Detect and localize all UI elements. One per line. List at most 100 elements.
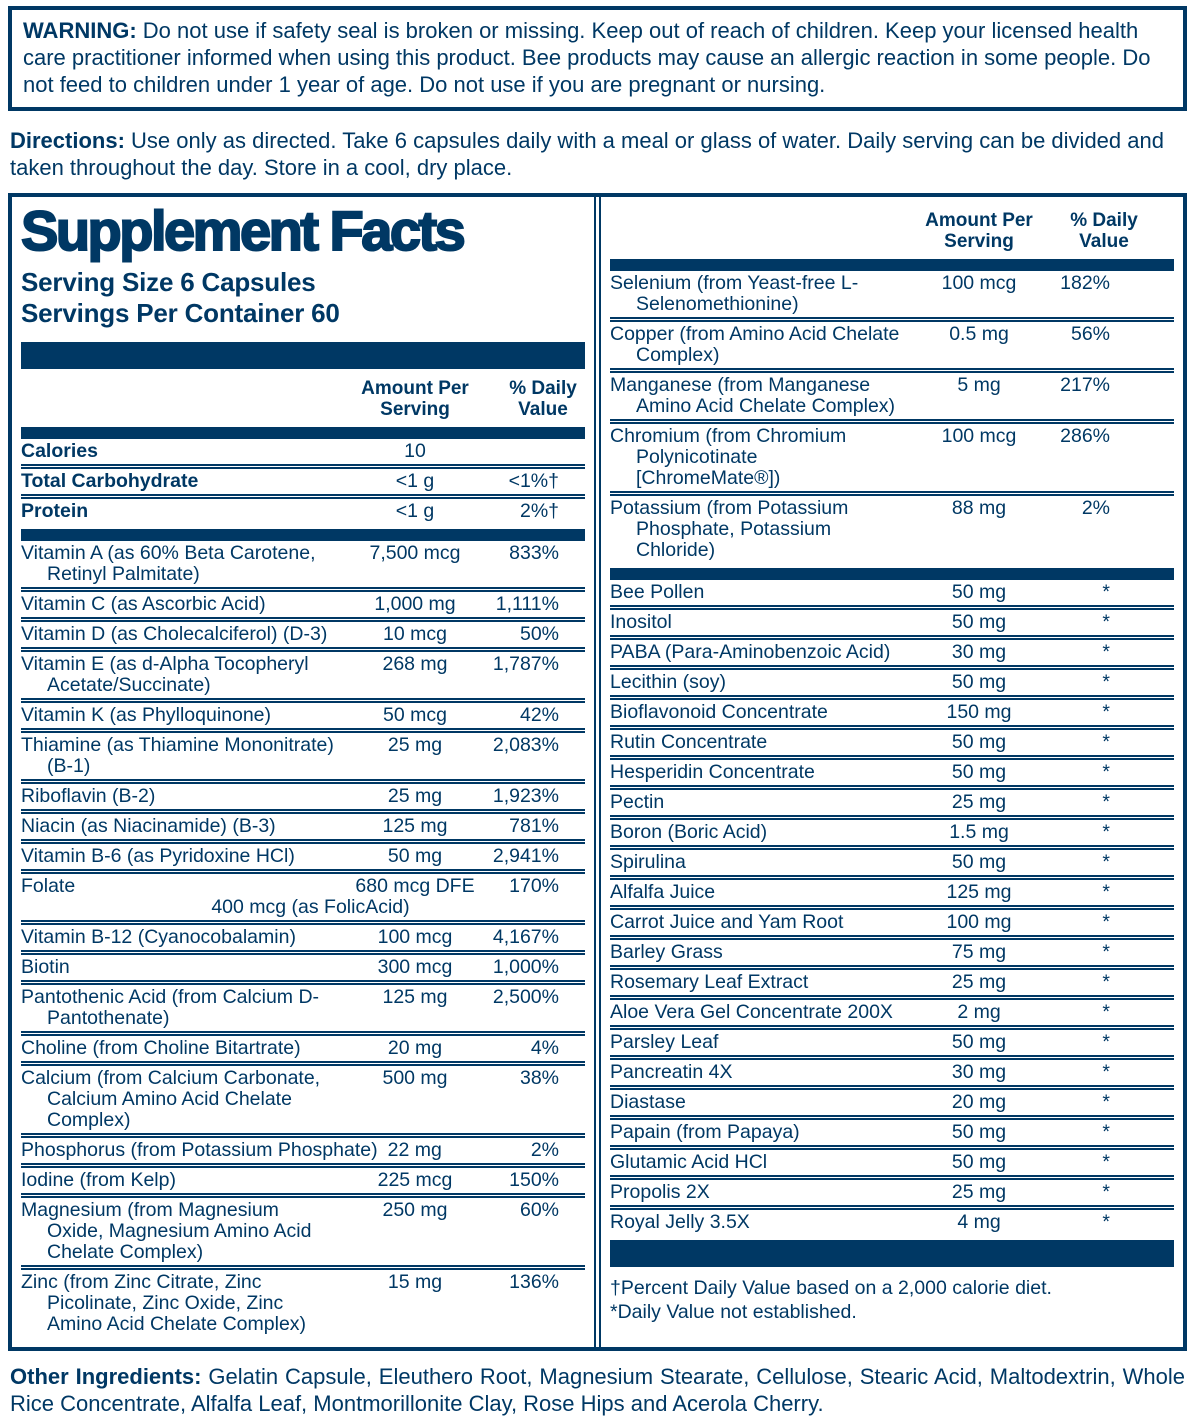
nutrient-name: Thiamine (as Thiamine Mononitrate) (B-1) (21, 734, 334, 777)
nutrient-amount: 50 mg (951, 761, 1007, 783)
nutrient-amount: 50 mg (951, 1031, 1007, 1053)
nutrient-daily-value: 833% (509, 542, 559, 564)
nutrient-amount: 25 mg (951, 791, 1007, 813)
nutrient-row: Boron (Boric Acid) 1.5 mg * (610, 815, 1174, 845)
nutrient-amount: 100 mg (946, 911, 1012, 933)
footnote-daily-value: †Percent Daily Value based on a 2,000 ca… (610, 1277, 1052, 1299)
divider-bar (610, 259, 1174, 271)
nutrient-daily-value: 781% (509, 815, 559, 837)
column-headers-right: Amount Per Serving % Daily Value (610, 201, 1174, 259)
nutrient-amount: 1.5 mg (949, 821, 1009, 843)
nutrient-daily-value: 2,500% (492, 986, 559, 1008)
nutrient-daily-value: * (1102, 1061, 1110, 1083)
nutrient-name: Calcium (from Calcium Carbonate, Calcium… (21, 1067, 321, 1131)
nutrient-name: Total Carbohydrate (21, 470, 199, 492)
nutrient-amount: <1 g (395, 470, 435, 492)
nutrient-amount: 25 mg (951, 971, 1007, 993)
nutrient-row: Propolis 2X 25 mg * (610, 1175, 1174, 1205)
nutrient-row: Bee Pollen 50 mg * (610, 580, 1174, 605)
nutrient-amount: 15 mg (387, 1271, 443, 1293)
facts-right-column: Amount Per Serving % Daily Value Seleniu… (594, 197, 1183, 1347)
nutrient-daily-value: * (1102, 1121, 1110, 1143)
nutrient-name: Pantothenic Acid (from Calcium D-Pantoth… (21, 986, 320, 1029)
nutrient-row: Iodine (from Kelp) 225 mcg 150% (21, 1163, 585, 1193)
nutrient-amount: 225 mcg (377, 1169, 453, 1191)
nutrient-row: Rutin Concentrate 50 mg * (610, 725, 1174, 755)
nutrient-row: Parsley Leaf 50 mg * (610, 1025, 1174, 1055)
nutrient-name: Selenium (from Yeast-free L-Selenomethio… (610, 272, 859, 315)
nutrient-name: Folate (21, 875, 76, 897)
amount-per-serving-header: Amount Per Serving (361, 378, 469, 420)
nutrient-daily-value: 50% (519, 623, 559, 645)
nutrient-amount: 125 mg (382, 986, 448, 1008)
nutrient-amount: 50 mg (951, 731, 1007, 753)
nutrient-daily-value: 42% (519, 704, 559, 726)
nutrient-amount: 50 mg (951, 851, 1007, 873)
nutrient-daily-value: 217% (1060, 374, 1110, 396)
nutrient-name: Magnesium (from Magnesium Oxide, Magnesi… (21, 1199, 312, 1263)
nutrient-row: Vitamin B-12 (Cyanocobalamin) 100 mcg 4,16… (21, 920, 585, 950)
nutrient-daily-value: * (1102, 821, 1110, 843)
nutrient-daily-value: 56% (1070, 323, 1110, 345)
nutrient-daily-value: * (1102, 1211, 1110, 1233)
nutrient-amount: 5 mg (957, 374, 1001, 396)
nutrient-row: Barley Grass 75 mg * (610, 935, 1174, 965)
panel-title: Supplement Facts (20, 199, 467, 262)
nutrient-amount: 50 mg (951, 1151, 1007, 1173)
other-ingredients-label: Other Ingredients: (10, 1364, 202, 1389)
nutrient-row: Hesperidin Concentrate 50 mg * (610, 755, 1174, 785)
nutrient-row: Niacin (as Niacinamide) (B-3) 125 mg 781% (21, 809, 585, 839)
right-botanical-rows: Bee Pollen 50 mg * Inositol 50 mg * PABA (Para… (610, 580, 1174, 1235)
nutrient-amount: 25 mg (387, 785, 443, 807)
nutrient-name: Carrot Juice and Yam Root (610, 911, 844, 933)
nutrient-row: Inositol 50 mg * (610, 605, 1174, 635)
nutrient-name: Papain (from Papaya) (610, 1121, 800, 1143)
nutrient-name: Propolis 2X (610, 1181, 710, 1203)
nutrient-daily-value: 2,083% (492, 734, 559, 756)
nutrient-name: Vitamin D (as Cholecalciferol) (D-3) (21, 623, 328, 645)
nutrient-amount: 50 mg (951, 671, 1007, 693)
nutrient-amount: 500 mg (382, 1067, 448, 1089)
nutrient-row: Diastase 20 mg * (610, 1085, 1174, 1115)
directions-label: Directions: (10, 128, 125, 153)
warning-text: Do not use if safety seal is broken or m… (23, 18, 1151, 97)
nutrient-name: Glutamic Acid HCl (610, 1151, 768, 1173)
divider-bar (610, 568, 1174, 580)
other-ingredients: Other Ingredients: Gelatin Capsule, Eleu… (10, 1363, 1185, 1417)
nutrient-daily-value: 4,167% (492, 926, 559, 948)
nutrient-name: Vitamin B-12 (Cyanocobalamin) (21, 926, 296, 948)
nutrient-name: Manganese (from Manganese Amino Acid Che… (610, 374, 896, 417)
nutrient-name: Hesperidin Concentrate (610, 761, 815, 783)
nutrient-daily-value: * (1102, 1091, 1110, 1113)
nutrient-amount: 75 mg (951, 941, 1007, 963)
nutrient-daily-value: 170% (509, 875, 559, 897)
column-headers-left: Amount Per Serving % Daily Value (21, 369, 585, 427)
nutrient-row: Carrot Juice and Yam Root 100 mg * (610, 905, 1174, 935)
right-mineral-rows: Selenium (from Yeast-free L-Selenomethio… (610, 271, 1174, 563)
nutrient-name: Pancreatin 4X (610, 1061, 733, 1083)
nutrient-daily-value: * (1102, 581, 1110, 603)
nutrient-daily-value: 1,000% (492, 956, 559, 978)
nutrient-daily-value: * (1102, 701, 1110, 723)
nutrient-daily-value: * (1102, 911, 1110, 933)
nutrient-row: Spirulina 50 mg * (610, 845, 1174, 875)
nutrient-daily-value: * (1102, 941, 1110, 963)
nutrient-name: Alfalfa Juice (610, 881, 716, 903)
nutrient-amount: 300 mcg (377, 956, 453, 978)
nutrient-name: Vitamin E (as d-Alpha Tocopheryl Acetate… (21, 653, 309, 696)
servings-per-container: Servings Per Container 60 (21, 298, 340, 328)
nutrient-row: Protein <1 g 2%† (21, 494, 585, 524)
nutrient-name: Phosphorus (from Potassium Phosphate) (21, 1139, 378, 1161)
nutrient-row: Pectin 25 mg * (610, 785, 1174, 815)
nutrient-daily-value: * (1102, 731, 1110, 753)
directions: Directions: Use only as directed. Take 6… (10, 127, 1185, 181)
nutrient-daily-value: * (1102, 671, 1110, 693)
nutrient-name: PABA (Para-Aminobenzoic Acid) (610, 641, 891, 663)
nutrient-row: Phosphorus (from Potassium Phosphate) 22 … (21, 1133, 585, 1163)
nutrient-name: Bioflavonoid Concentrate (610, 701, 828, 723)
nutrient-row: Vitamin D (as Cholecalciferol) (D-3) 10 m… (21, 617, 585, 647)
nutrient-daily-value: * (1102, 1181, 1110, 1203)
nutrient-name: Choline (from Choline Bitartrate) (21, 1037, 301, 1059)
nutrient-daily-value: 2% (530, 1139, 559, 1161)
supplement-facts-panel: Supplement Facts Serving Size 6 Capsules… (8, 193, 1187, 1351)
